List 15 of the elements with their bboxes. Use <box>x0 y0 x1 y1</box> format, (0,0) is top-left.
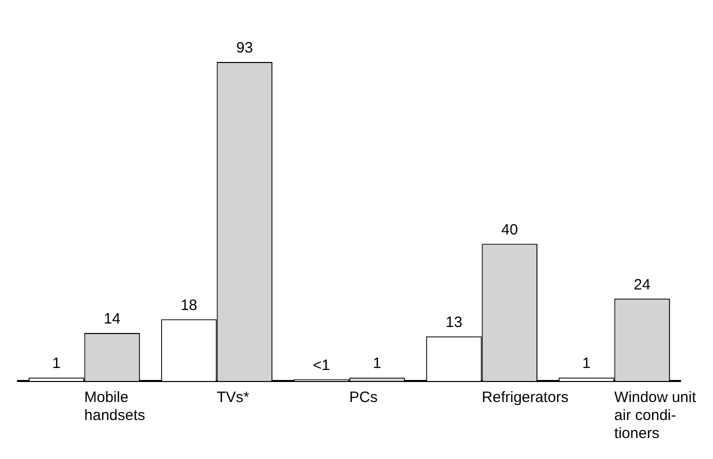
x-tick-label: PCs <box>349 389 378 406</box>
data-label: <1 <box>312 356 330 374</box>
data-label: 1 <box>582 355 591 372</box>
data-label: 18 <box>180 296 198 314</box>
data-label: 13 <box>446 314 462 332</box>
data-label: 93 <box>236 40 253 57</box>
x-tick-label: Refrigerators <box>482 389 568 406</box>
data-label: 1 <box>52 355 61 372</box>
data-label: 24 <box>634 276 650 294</box>
data-label: 14 <box>104 310 120 328</box>
data-label: 40 <box>501 221 518 238</box>
x-tick-label: TVs* <box>216 389 250 406</box>
x-tick-label: Mobile handsets <box>84 389 146 424</box>
data-label: 1 <box>372 355 382 372</box>
x-tick-label: Window unit air condi-tioners <box>614 389 697 442</box>
